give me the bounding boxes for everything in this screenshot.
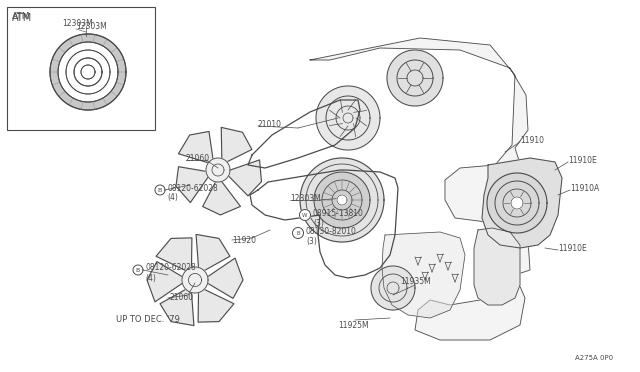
Polygon shape <box>50 34 126 110</box>
Polygon shape <box>206 158 230 182</box>
Text: ATM: ATM <box>12 12 31 21</box>
Bar <box>7 7 155 130</box>
Text: 11910E: 11910E <box>558 244 587 253</box>
Text: 11935M: 11935M <box>400 278 431 286</box>
Polygon shape <box>316 86 380 150</box>
Polygon shape <box>182 267 208 293</box>
Polygon shape <box>292 228 303 238</box>
Text: (4): (4) <box>145 273 156 282</box>
Text: 08120-62028: 08120-62028 <box>145 263 196 273</box>
Polygon shape <box>487 173 547 233</box>
Polygon shape <box>179 131 213 163</box>
Polygon shape <box>482 158 562 248</box>
Polygon shape <box>511 197 523 209</box>
Polygon shape <box>382 232 465 318</box>
Text: 11910A: 11910A <box>570 183 599 192</box>
Text: 12303M: 12303M <box>76 22 107 31</box>
Text: UP TO DEC. '79: UP TO DEC. '79 <box>116 315 180 324</box>
Text: B: B <box>296 231 300 235</box>
Text: W: W <box>302 212 308 218</box>
Polygon shape <box>300 209 310 221</box>
Polygon shape <box>228 160 262 196</box>
Polygon shape <box>337 195 347 205</box>
Polygon shape <box>314 172 370 228</box>
Polygon shape <box>300 158 384 242</box>
Text: 11910E: 11910E <box>568 155 596 164</box>
Text: 11920: 11920 <box>232 235 256 244</box>
Text: 12303M: 12303M <box>290 193 321 202</box>
Text: B: B <box>158 187 162 192</box>
Polygon shape <box>196 234 230 271</box>
Text: B: B <box>136 267 140 273</box>
Text: 21010: 21010 <box>258 119 282 128</box>
Text: 08915-13810: 08915-13810 <box>313 208 364 218</box>
Text: A275A 0P0: A275A 0P0 <box>575 355 613 361</box>
Polygon shape <box>156 238 192 271</box>
Polygon shape <box>371 266 415 310</box>
Text: (4): (4) <box>167 192 178 202</box>
Polygon shape <box>160 289 194 326</box>
Polygon shape <box>147 262 182 302</box>
Text: 11925M: 11925M <box>338 321 369 330</box>
Polygon shape <box>155 185 165 195</box>
Polygon shape <box>221 127 252 162</box>
Polygon shape <box>387 50 443 106</box>
Text: 08130-82010: 08130-82010 <box>306 227 357 235</box>
Text: 21060: 21060 <box>170 294 194 302</box>
Polygon shape <box>207 258 243 298</box>
Text: 21060: 21060 <box>186 154 210 163</box>
Text: ATM: ATM <box>12 13 32 23</box>
Text: (3): (3) <box>306 237 317 246</box>
Polygon shape <box>474 228 520 305</box>
Text: 11910: 11910 <box>520 135 544 144</box>
Text: 12303M: 12303M <box>63 19 93 28</box>
Polygon shape <box>198 289 234 322</box>
Text: 08120-62028: 08120-62028 <box>167 183 218 192</box>
Polygon shape <box>310 38 530 340</box>
Polygon shape <box>133 265 143 275</box>
Polygon shape <box>203 182 241 215</box>
Polygon shape <box>176 167 208 203</box>
Text: (3): (3) <box>313 218 324 228</box>
